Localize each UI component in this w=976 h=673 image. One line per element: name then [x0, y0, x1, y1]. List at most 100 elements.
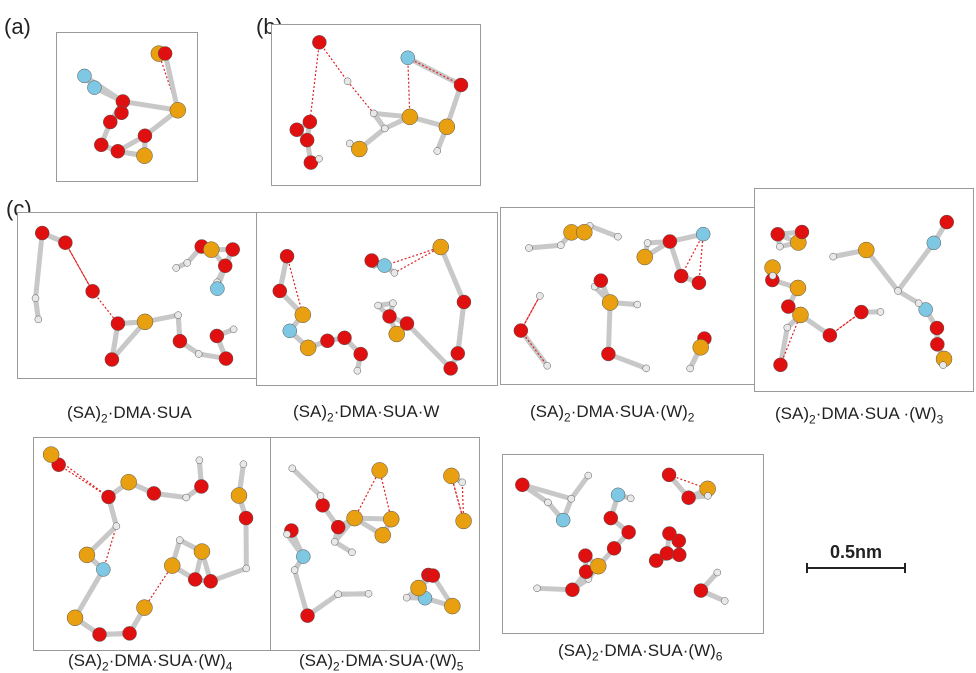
hydrogen-atom: [196, 457, 203, 464]
oxygen-atom: [426, 569, 440, 583]
oxygen-atom: [781, 300, 795, 314]
hydrogen-atom: [370, 110, 377, 117]
hydrogen-atom: [644, 239, 651, 246]
oxygen-atom: [451, 346, 465, 360]
cluster-frame-c2: [256, 212, 498, 386]
oxygen-atom: [773, 358, 787, 372]
nitrogen-atom: [611, 488, 625, 502]
oxygen-atom: [239, 511, 253, 525]
bond: [165, 53, 178, 110]
oxygen-atom: [674, 269, 688, 283]
oxygen-atom: [320, 334, 334, 348]
sulfur-atom: [433, 239, 449, 255]
hydrogen-atom: [240, 461, 247, 468]
sulfur-atom: [79, 547, 95, 563]
oxygen-atom: [290, 123, 304, 137]
bond: [123, 101, 178, 110]
bond: [292, 468, 320, 495]
oxygen-atom: [694, 584, 708, 598]
hydrogen-atom: [389, 300, 396, 307]
nitrogen-atom: [401, 51, 415, 65]
sulfur-atom: [439, 119, 455, 135]
oxygen-atom: [594, 274, 608, 288]
oxygen-atom: [210, 329, 224, 343]
scale-bar-label: 0.5nm: [806, 542, 906, 563]
hydrogen-atom: [184, 259, 191, 266]
nitrogen-atom: [96, 562, 110, 576]
oxygen-atom: [578, 549, 592, 563]
oxygen-atom: [607, 541, 621, 555]
cluster-frame-a: [56, 32, 198, 182]
oxygen-atom: [86, 284, 100, 298]
oxygen-atom: [35, 226, 49, 240]
sulfur-atom: [295, 307, 311, 323]
oxygen-atom: [300, 133, 314, 147]
hydrogen-atom: [331, 538, 338, 545]
oxygen-atom: [457, 295, 471, 309]
oxygen-atom: [173, 334, 187, 348]
sulfur-atom: [372, 462, 388, 478]
bond: [59, 465, 109, 497]
bond: [571, 476, 588, 499]
nitrogen-atom: [696, 227, 710, 241]
cluster-a-structure: [57, 33, 197, 181]
bond: [898, 243, 934, 291]
hydrogen-atom: [349, 549, 356, 556]
sulfur-atom: [67, 610, 83, 626]
sulfur-atom: [121, 474, 137, 490]
oxygen-atom: [101, 490, 115, 504]
sulfur-atom: [444, 598, 460, 614]
oxygen-atom: [692, 276, 706, 290]
nitrogen-atom: [283, 324, 297, 338]
oxygen-atom: [930, 337, 944, 351]
hydrogen-atom: [316, 155, 323, 162]
oxygen-atom: [194, 479, 208, 493]
oxygen-atom: [219, 352, 233, 366]
hydrogen-atom: [776, 243, 783, 250]
bond: [458, 302, 464, 353]
nitrogen-atom: [77, 69, 91, 83]
cluster-frame-c3: [500, 207, 756, 385]
bond: [590, 226, 618, 237]
sulfur-atom: [351, 141, 367, 157]
hydrogen-atom: [434, 148, 441, 155]
hydrogen-atom: [230, 326, 237, 333]
oxygen-atom: [316, 498, 330, 512]
sulfur-atom: [170, 102, 186, 118]
oxygen-atom: [771, 227, 785, 241]
caption-c3: (SA)2·DMA·SUA·(W)2: [530, 402, 694, 424]
hydrogen-atom: [173, 264, 180, 271]
oxygen-atom: [823, 328, 837, 342]
hydrogen-atom: [544, 499, 551, 506]
hydrogen-atom: [894, 287, 901, 294]
nitrogen-atom: [87, 81, 101, 95]
hydrogen-atom: [354, 367, 361, 374]
oxygen-atom: [147, 486, 161, 500]
bond: [529, 245, 561, 248]
hydrogen-atom: [195, 350, 202, 357]
oxygen-atom: [226, 242, 240, 256]
cluster-c1-structure: [18, 213, 258, 378]
sulfur-atom: [43, 447, 59, 463]
hydrogen-atom: [784, 324, 791, 331]
oxygen-atom: [662, 468, 676, 482]
sulfur-atom: [693, 339, 709, 355]
sulfur-atom: [375, 527, 391, 543]
nitrogen-atom: [296, 550, 310, 564]
sulfur-atom: [164, 558, 180, 574]
sulfur-atom: [602, 294, 618, 310]
oxygen-atom: [662, 527, 676, 541]
bond: [36, 233, 43, 298]
hydrogen-atom: [335, 591, 342, 598]
oxygen-atom: [312, 35, 326, 49]
sulfur-atom: [203, 242, 219, 258]
oxygen-atom: [111, 317, 125, 331]
oxygen-atom: [338, 331, 352, 345]
cluster-frame-b: [271, 24, 481, 186]
oxygen-atom: [105, 353, 119, 367]
cluster-c6-structure: [271, 438, 479, 650]
hydrogen-atom: [176, 537, 183, 544]
cluster-c3-structure: [501, 208, 755, 384]
oxygen-atom: [111, 144, 125, 158]
oxygen-atom: [280, 249, 294, 263]
